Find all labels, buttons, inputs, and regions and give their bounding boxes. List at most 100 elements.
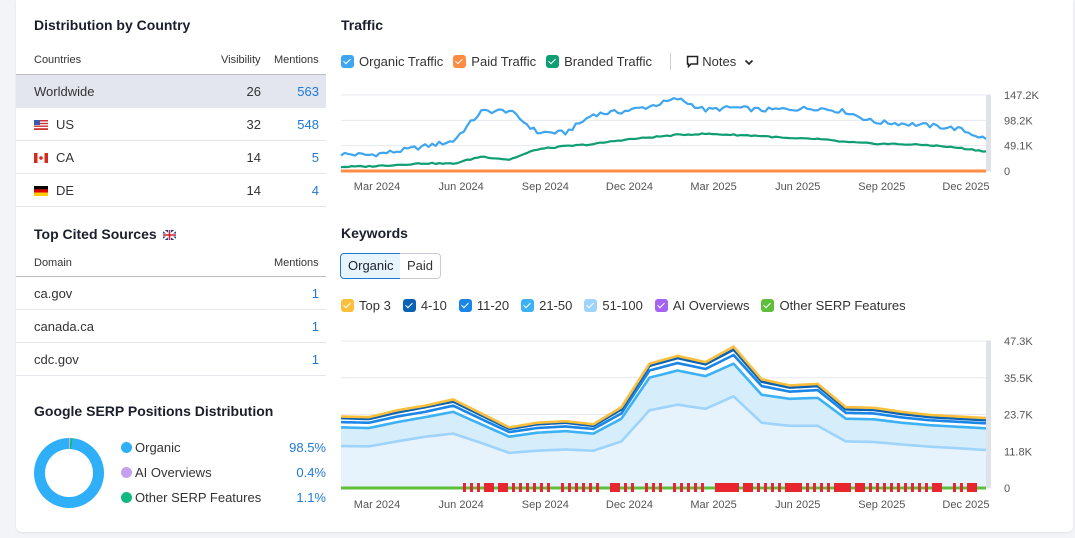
range-handle[interactable] [986,95,991,171]
serp-feature-marker[interactable] [805,483,809,492]
serp-feature-marker[interactable] [952,483,956,492]
traffic-legend-toggle[interactable]: Organic Traffic [341,54,443,69]
serp-feature-marker[interactable] [623,483,627,492]
serp-feature-marker[interactable] [917,483,921,492]
serp-feature-marker[interactable] [819,483,823,492]
serp-feature-marker[interactable] [574,483,578,492]
serp-feature-marker[interactable] [798,483,802,492]
country-row[interactable]: CA 14 5 [16,141,326,174]
serp-feature-marker[interactable] [560,483,564,492]
mentions-link[interactable]: 1 [311,319,319,334]
col-visibility[interactable]: Visibility [221,54,261,66]
serp-feature-marker[interactable] [672,483,676,492]
keywords-legend-toggle[interactable]: 11-20 [458,298,509,313]
serp-feature-marker[interactable] [504,483,508,492]
range-handle[interactable] [986,341,991,488]
serp-feature-marker[interactable] [882,483,886,492]
keywords-legend-toggle[interactable]: 51-100 [584,298,643,313]
serp-feature-marker[interactable] [658,483,662,492]
traffic-legend-toggle[interactable]: Branded Traffic [546,54,652,69]
serp-feature-marker[interactable] [567,483,571,492]
serp-feature-marker[interactable] [693,483,697,492]
serp-feature-marker[interactable] [546,483,550,492]
serp-feature-marker[interactable] [826,483,830,492]
keywords-legend-toggle[interactable]: 4-10 [402,298,447,313]
serp-feature-marker[interactable] [539,483,543,492]
keywords-legend-toggle[interactable]: Top 3 [341,298,391,313]
traffic-chart[interactable]: 0 49.1K 98.2K 147.2K Mar 2024 Jun 2024 Sep 202… [338,85,1058,195]
serp-feature-marker[interactable] [749,483,753,492]
serp-feature-marker[interactable] [868,483,872,492]
serp-feature-marker[interactable] [483,483,494,492]
mentions-link[interactable]: 1 [311,352,319,367]
col-cited-mentions[interactable]: Mentions [274,257,319,269]
serp-feature-marker[interactable] [931,483,942,492]
serp-feature-marker[interactable] [511,483,515,492]
serp-feature-marker[interactable] [721,483,732,492]
tab-organic[interactable]: Organic [340,253,402,279]
country-row[interactable]: US 32 548 [16,108,326,141]
serp-feature-marker[interactable] [791,483,802,492]
traffic-legend-toggle[interactable]: Paid Traffic [453,54,536,69]
serp-feature-marker[interactable] [812,483,816,492]
serp-feature-marker[interactable] [595,483,599,492]
serp-feature-marker[interactable] [903,483,907,492]
mentions-link[interactable]: 5 [311,150,319,165]
mentions-link[interactable]: 1 [311,286,319,301]
serp-feature-marker[interactable] [714,483,725,492]
serp-feature-marker[interactable] [588,483,592,492]
serp-feature-marker[interactable] [490,483,494,492]
serp-feature-marker[interactable] [728,483,739,492]
serp-feature-marker[interactable] [532,483,536,492]
mentions-link[interactable]: 4 [311,183,319,198]
mentions-link[interactable]: 563 [297,84,319,99]
serp-feature-marker[interactable] [861,483,865,492]
serp-feature-marker[interactable] [875,483,879,492]
serp-feature-marker[interactable] [777,483,781,492]
tab-paid[interactable]: Paid [400,253,442,279]
keywords-legend-toggle[interactable]: 21-50 [521,298,572,313]
serp-feature-marker[interactable] [462,483,466,492]
serp-feature-marker[interactable] [896,483,900,492]
col-mentions[interactable]: Mentions [274,54,319,66]
serp-feature-marker[interactable] [924,483,928,492]
serp-feature-marker[interactable] [525,483,529,492]
serp-feature-marker[interactable] [679,483,683,492]
serp-feature-marker[interactable] [518,483,522,492]
serp-feature-marker[interactable] [966,483,977,492]
serp-feature-marker[interactable] [616,483,620,492]
serp-feature-marker[interactable] [609,483,620,492]
serp-feature-marker[interactable] [763,483,767,492]
serp-feature-marker[interactable] [959,483,963,492]
country-row[interactable]: Worldwide 26 563 [16,75,326,108]
serp-feature-marker[interactable] [644,483,648,492]
keywords-legend-toggle[interactable]: AI Overviews [654,298,749,313]
serp-feature-marker[interactable] [770,483,774,492]
serp-feature-marker[interactable] [854,483,865,492]
serp-feature-marker[interactable] [581,483,585,492]
serp-feature-marker[interactable] [742,483,753,492]
serp-feature-marker[interactable] [910,483,914,492]
serp-feature-marker[interactable] [735,483,739,492]
serp-feature-marker[interactable] [700,483,704,492]
serp-feature-marker[interactable] [630,483,634,492]
keywords-chart[interactable]: 0 11.8K 23.7K 35.5K 47.3K Mar 2024 Jun 2024 Sep… [338,332,1058,517]
serp-feature-marker[interactable] [833,483,844,492]
serp-feature-marker[interactable] [784,483,795,492]
serp-feature-marker[interactable] [469,483,473,492]
notes-button[interactable]: Notes [686,54,754,69]
serp-feature-marker[interactable] [497,483,508,492]
serp-feature-marker[interactable] [651,483,655,492]
serp-feature-marker[interactable] [756,483,760,492]
serp-feature-marker[interactable] [686,483,690,492]
serp-feature-marker[interactable] [476,483,480,492]
serp-feature-marker[interactable] [847,483,851,492]
keywords-legend-toggle[interactable]: Other SERP Features [761,298,906,313]
serp-feature-marker[interactable] [840,483,851,492]
serp-feature-marker[interactable] [889,483,893,492]
serp-feature-marker[interactable] [973,483,977,492]
col-domain[interactable]: Domain [34,257,72,269]
col-countries[interactable]: Countries [34,54,82,66]
mentions-link[interactable]: 548 [297,117,319,132]
country-row[interactable]: DE 14 4 [16,174,326,207]
